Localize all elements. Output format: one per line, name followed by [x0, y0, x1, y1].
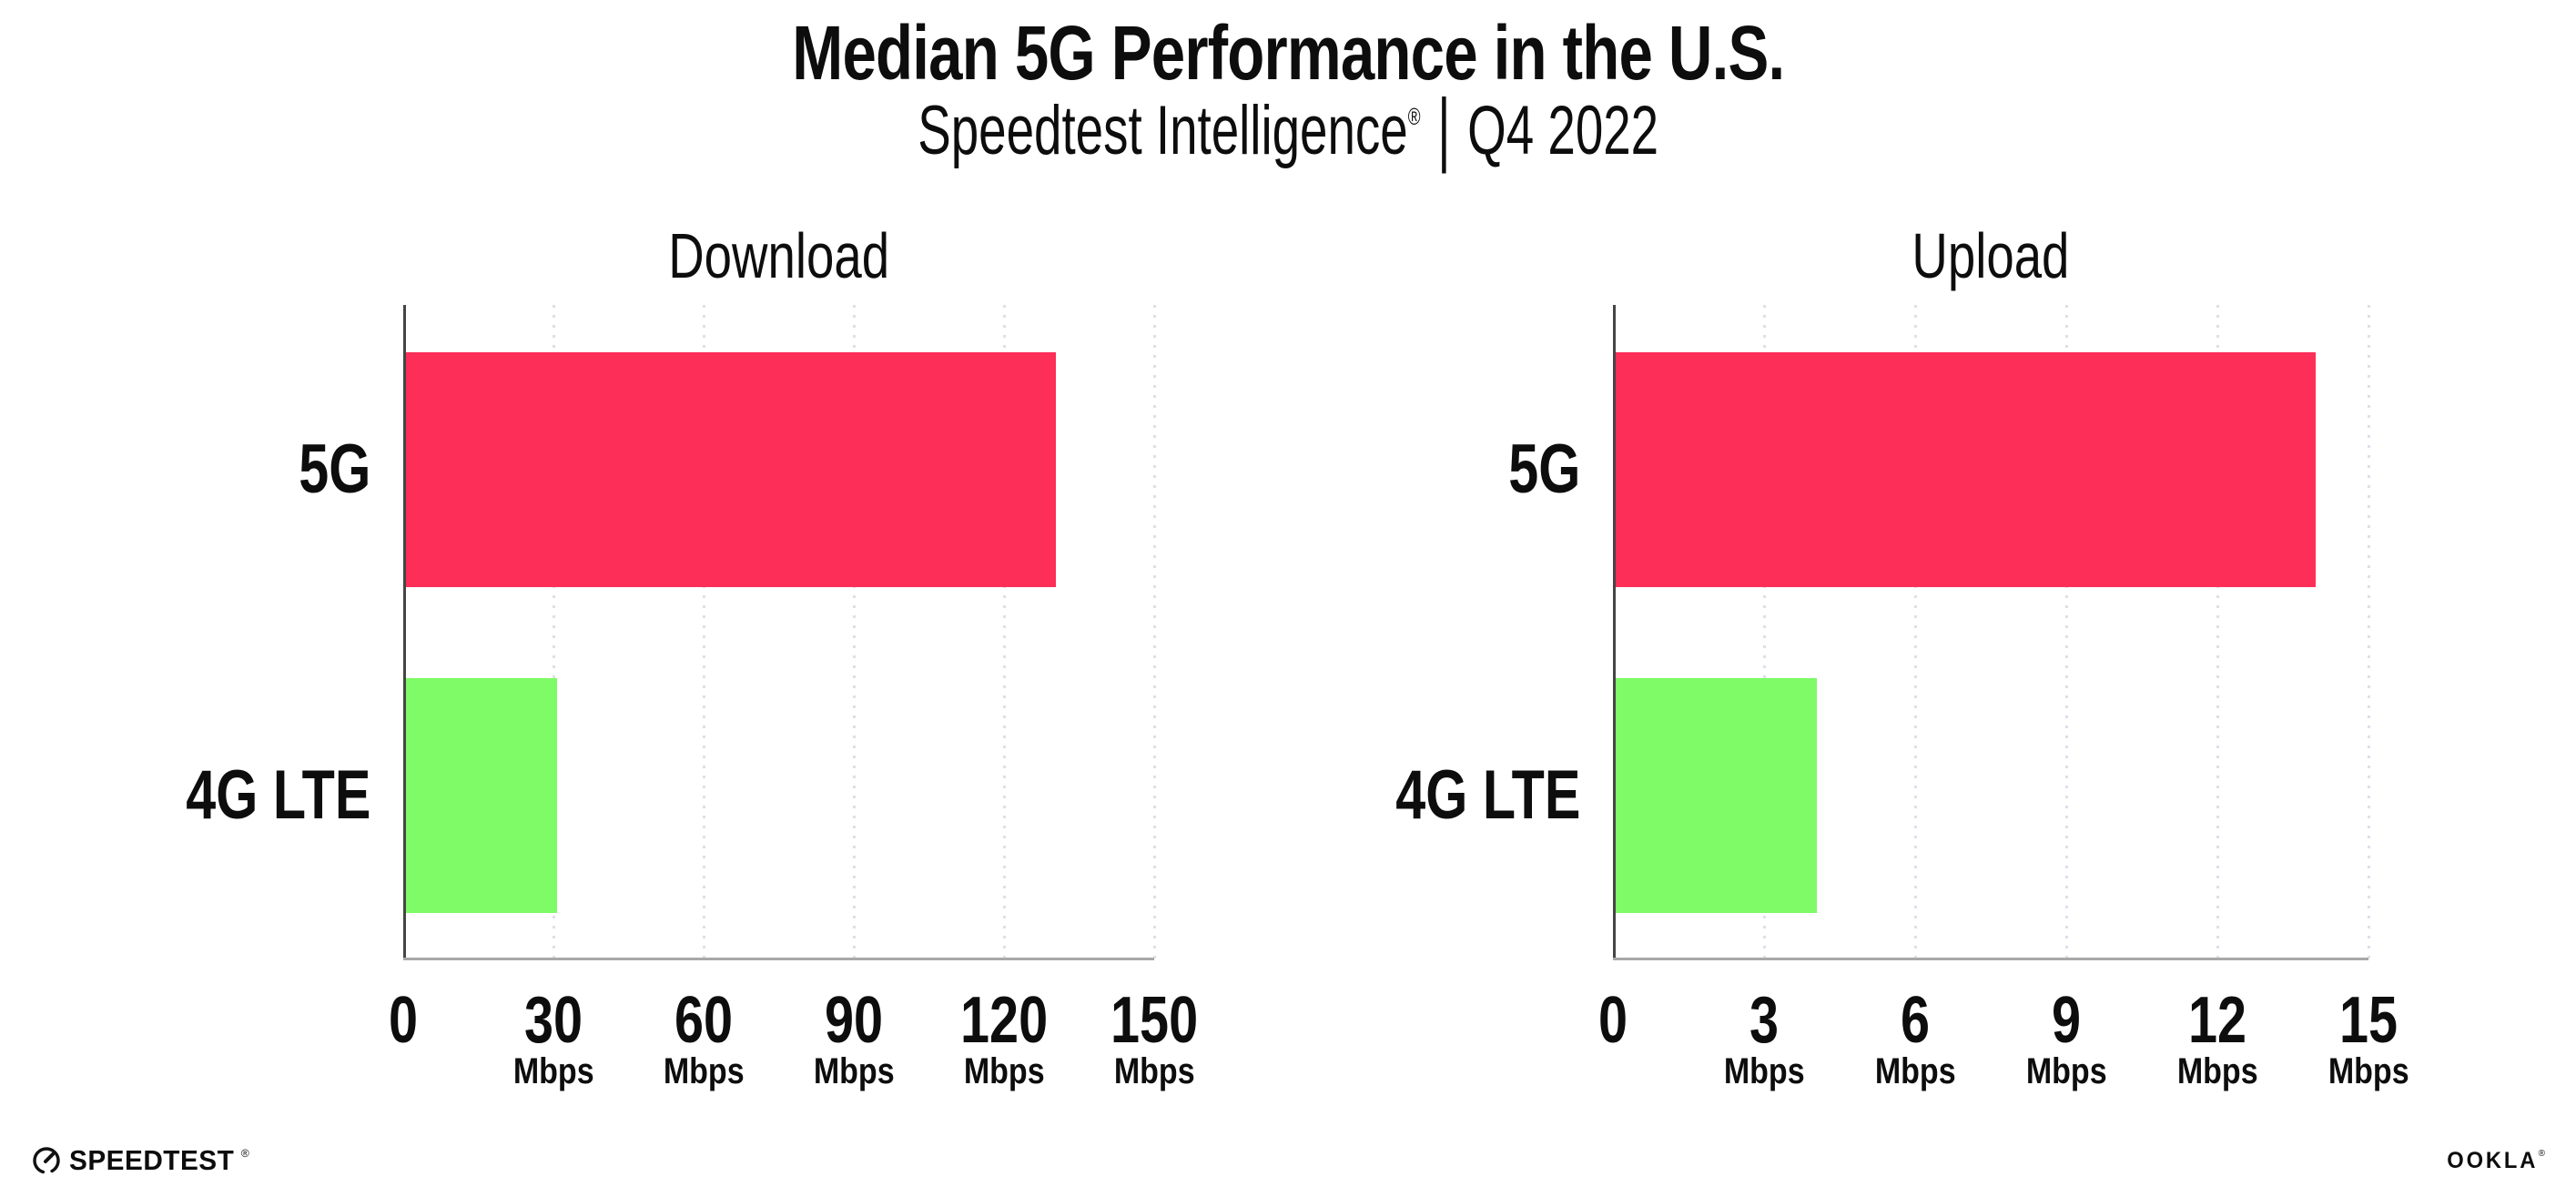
x-tick-label: 9: [1980, 988, 2153, 1053]
x-tick-label-text: 15: [2338, 984, 2399, 1057]
bar-5g: [1616, 352, 2316, 587]
x-tick-label: 30: [467, 988, 640, 1053]
speedtest-gauge-icon: [33, 1147, 60, 1174]
x-tick-label-text: 3: [1749, 984, 1780, 1057]
x-tick-unit-text: Mbps: [1113, 1051, 1195, 1091]
chart-title-text: Download: [668, 220, 889, 291]
x-tick-unit-text: Mbps: [2176, 1051, 2258, 1091]
x-tick-label: 6: [1829, 988, 2002, 1053]
registered-mark: ®: [1407, 102, 1421, 130]
x-tick-label-text: 60: [674, 984, 734, 1057]
gridline: [703, 305, 705, 959]
gridline: [2065, 305, 2068, 959]
x-tick-unit: Mbps: [617, 1053, 790, 1090]
gridline: [1153, 305, 1156, 959]
x-tick-unit: Mbps: [2131, 1053, 2304, 1090]
x-tick-label-text: 30: [523, 984, 583, 1057]
x-tick-label: 0: [1526, 988, 1699, 1053]
page-subtitle: Speedtest Intelligence® | Q4 2022: [0, 86, 2576, 171]
x-tick-label: 12: [2131, 988, 2304, 1053]
chart-title: Download: [403, 224, 1154, 288]
plot-area: [1613, 305, 2370, 960]
y-axis-line: [1613, 305, 1616, 959]
subtitle-period: Q4 2022: [1466, 92, 1658, 169]
category-label: 4G LTE: [61, 678, 370, 913]
gridline: [853, 305, 856, 959]
x-tick-label: 3: [1678, 988, 1851, 1053]
gridline: [2216, 305, 2219, 959]
chart-title: Upload: [1613, 224, 2368, 288]
x-tick-unit: Mbps: [1068, 1053, 1241, 1090]
gridline: [1763, 305, 1766, 959]
x-tick-unit-text: Mbps: [1874, 1051, 1956, 1091]
category-label-text: 4G LTE: [185, 756, 370, 834]
x-tick-label: 0: [317, 988, 490, 1053]
gridline: [2368, 305, 2370, 959]
x-tick-label: 120: [918, 988, 1090, 1053]
bar-4g-lte: [406, 678, 557, 913]
x-tick-unit-text: Mbps: [963, 1051, 1045, 1091]
bar-4g-lte: [1616, 678, 1817, 913]
x-tick-unit: Mbps: [918, 1053, 1090, 1090]
gridline: [553, 305, 555, 959]
x-tick-label-text: 12: [2187, 984, 2247, 1057]
x-tick-unit: Mbps: [467, 1053, 640, 1090]
x-tick-label-text: 150: [1110, 984, 1199, 1057]
subtitle-divider: |: [1437, 83, 1451, 175]
x-tick-unit-text: Mbps: [1723, 1051, 1805, 1091]
x-tick-unit-text: Mbps: [2328, 1051, 2409, 1091]
y-axis-line: [403, 305, 406, 959]
ookla-wordmark: OOKLA: [2447, 1147, 2539, 1173]
page-title-text: Median 5G Performance in the U.S.: [791, 10, 1785, 96]
category-label: 4G LTE: [1271, 678, 1580, 913]
x-tick-label: 15: [2282, 988, 2455, 1053]
category-label-text: 4G LTE: [1394, 756, 1580, 834]
x-tick-unit-text: Mbps: [2025, 1051, 2107, 1091]
chart-title-text: Upload: [1912, 220, 2070, 291]
speedtest-trademark: ®: [240, 1147, 249, 1160]
speedtest-wordmark: SPEEDTEST: [69, 1144, 235, 1176]
gridline: [1003, 305, 1006, 959]
x-tick-unit: Mbps: [1829, 1053, 2002, 1090]
subtitle-brand: Speedtest Intelligence: [918, 92, 1408, 169]
ookla-trademark: ®: [2538, 1148, 2545, 1159]
x-axis-line: [403, 958, 1154, 960]
x-tick-label-text: 9: [2051, 984, 2082, 1057]
speedtest-logo: SPEEDTEST ®: [31, 1143, 249, 1178]
category-label: 5G: [1271, 352, 1580, 587]
x-tick-label: 150: [1068, 988, 1241, 1053]
x-tick-unit: Mbps: [1980, 1053, 2153, 1090]
x-tick-label-text: 0: [1597, 984, 1628, 1057]
x-tick-unit-text: Mbps: [663, 1051, 745, 1091]
plot-area: [403, 305, 1156, 960]
x-tick-label: 90: [767, 988, 940, 1053]
gridline: [1914, 305, 1917, 959]
x-tick-unit: Mbps: [2282, 1053, 2455, 1090]
x-tick-label-text: 120: [959, 984, 1049, 1057]
x-tick-unit-text: Mbps: [813, 1051, 895, 1091]
category-label: 5G: [61, 352, 370, 587]
bar-5g: [406, 352, 1056, 587]
x-axis-line: [1613, 958, 2368, 960]
ookla-logo: OOKLA ®: [2442, 1147, 2545, 1174]
x-tick-unit-text: Mbps: [512, 1051, 594, 1091]
category-label-text: 5G: [298, 431, 370, 508]
page-title: Median 5G Performance in the U.S.: [0, 13, 2576, 93]
category-label-text: 5G: [1507, 431, 1580, 508]
x-tick-label-text: 90: [824, 984, 884, 1057]
x-tick-label-text: 6: [1900, 984, 1931, 1057]
x-tick-unit: Mbps: [767, 1053, 940, 1090]
x-tick-unit: Mbps: [1678, 1053, 1851, 1090]
page-subtitle-text: Speedtest Intelligence® | Q4 2022: [918, 86, 1658, 171]
x-tick-label-text: 0: [388, 984, 419, 1057]
x-tick-label: 60: [617, 988, 790, 1053]
